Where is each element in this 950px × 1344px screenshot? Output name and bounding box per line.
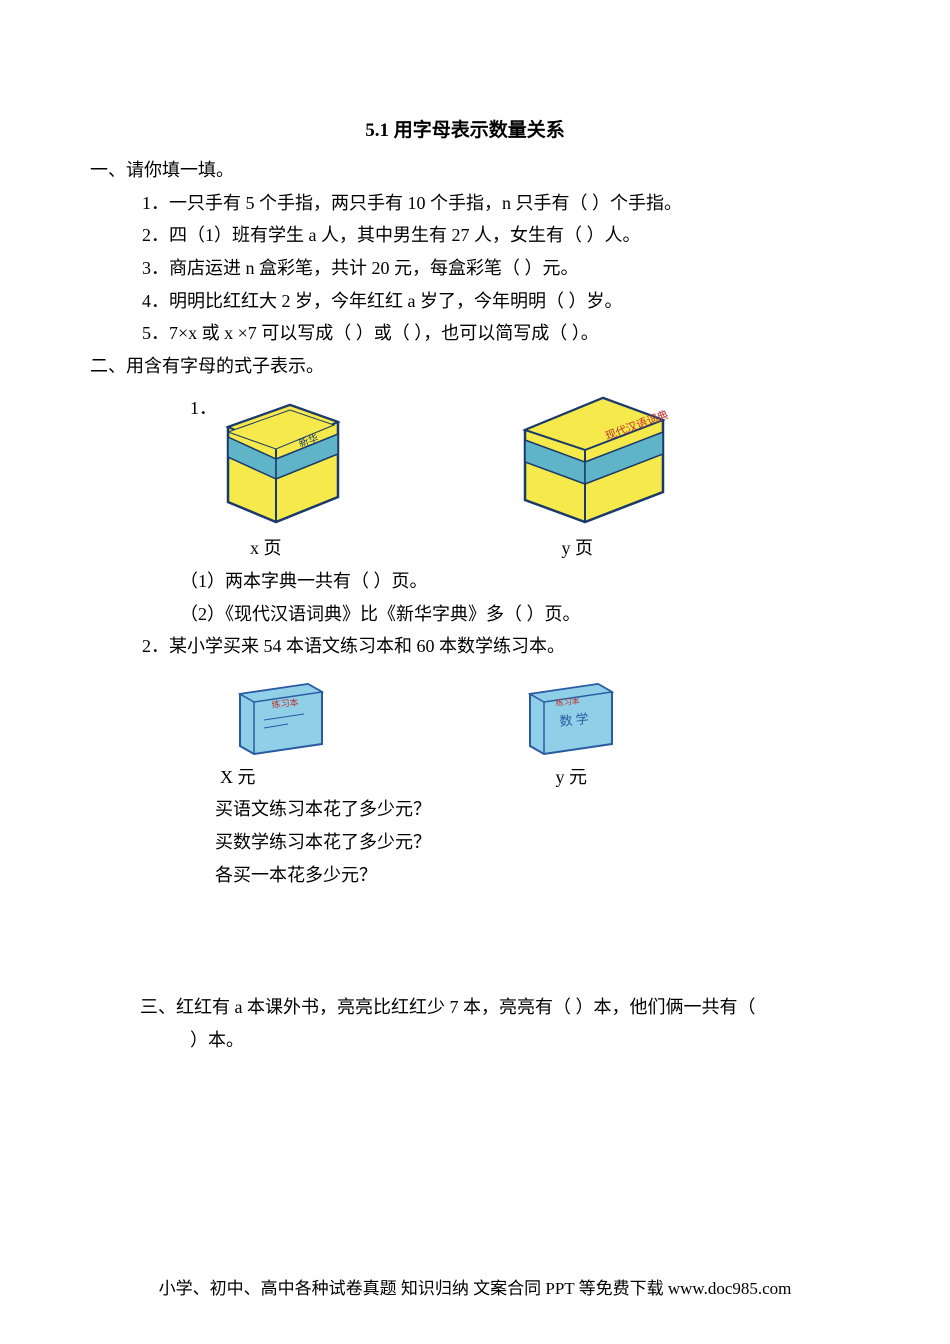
section2-heading: 二、用含有字母的式子表示。 [90,351,840,382]
s1-q1: 1．一只手有 5 个手指，两只手有 10 个手指，n 只手有（ ）个手指。 [90,188,840,219]
workbook-caption-row: X 元 y 元 [90,762,840,793]
s2-wq1: 买语文练习本花了多少元？ [90,794,840,825]
wb1-caption: X 元 [220,762,256,793]
s2-wq3: 各买一本花多少元？ [90,860,840,891]
s2-q2: 2．某小学买来 54 本语文练习本和 60 本数学练习本。 [90,631,840,662]
workbook-image-row: 练习本 练习本 数 学 [90,668,840,756]
s1-q5: 5．7×x 或 x ×7 可以写成（ ）或（ ），也可以简写成（ ）。 [90,318,840,349]
section1-heading: 一、请你填一填。 [90,155,840,186]
dictionary2-icon: 现代汉语词典 [515,392,670,527]
s2-sub1: （1）两本字典一共有（ ）页。 [90,566,840,597]
worksheet-title: 5.1 用字母表示数量关系 [90,115,840,147]
dictionary-caption-row: x 页 y 页 [90,533,840,564]
workbook1-icon: 练习本 [230,678,330,756]
page-footer: 小学、初中、高中各种试卷真题 知识归纳 文案合同 PPT 等免费下载 www.d… [0,1275,950,1304]
s2-q1-prefix: 1． [190,393,217,424]
s2-sub2: （2）《现代汉语词典》比《新华字典》多（ ）页。 [90,599,840,630]
s1-q3: 3．商店运进 n 盒彩笔，共计 20 元，每盒彩笔（ ）元。 [90,253,840,284]
svg-text:数 学: 数 学 [559,711,590,729]
dict1-caption: x 页 [250,533,282,564]
s1-q4: 4．明明比红红大 2 岁，今年红红 a 岁了，今年明明（ ）岁。 [90,286,840,317]
dictionary1-icon: 新华 [220,397,345,527]
dict2-caption: y 页 [562,533,594,564]
s1-q2: 2．四（1）班有学生 a 人，其中男生有 27 人，女生有（ ）人。 [90,220,840,251]
workbook2-icon: 练习本 数 学 [520,678,620,756]
section3-line2: ）本。 [90,1025,840,1056]
section3-line1: 三、红红有 a 本课外书，亮亮比红红少 7 本，亮亮有（ ）本，他们俩一共有（ [90,992,840,1023]
dictionary-image-row: 1． 新华 现代汉语词典 [90,387,840,527]
wb2-caption: y 元 [556,762,588,793]
s2-wq2: 买数学练习本花了多少元？ [90,827,840,858]
